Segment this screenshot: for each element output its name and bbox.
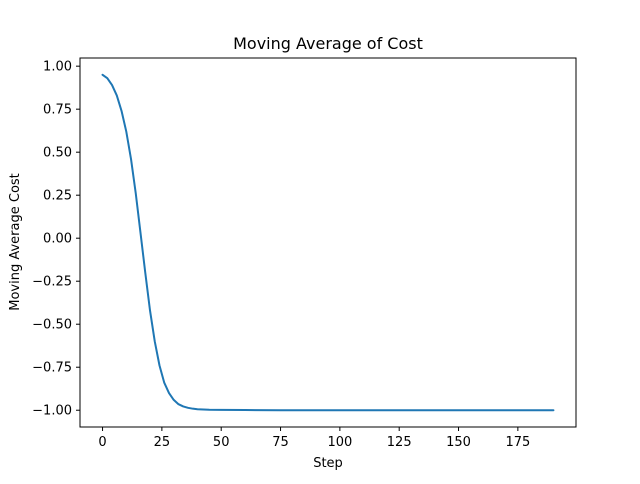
x-tick-label: 25 (154, 435, 171, 450)
x-tick-label: 75 (272, 435, 289, 450)
y-tick-label: −0.75 (32, 361, 72, 376)
x-tick-label: 0 (98, 435, 106, 450)
y-tick-label: 0.75 (43, 103, 72, 118)
series-line-0 (101, 73, 555, 412)
y-tick-label: 1.00 (43, 60, 72, 75)
x-tick-label: 50 (213, 435, 230, 450)
axes-frame (79, 57, 577, 428)
y-tick-label: 0.00 (43, 232, 72, 247)
y-tick-label: −0.50 (32, 318, 72, 333)
x-tick-label: 175 (505, 435, 530, 450)
y-tick-label: 0.50 (43, 146, 72, 161)
y-tick-label: −1.00 (32, 404, 72, 419)
y-axis-label: Moving Average Cost (8, 173, 23, 311)
y-tick-label: 0.25 (43, 189, 72, 204)
x-tick-label: 100 (327, 435, 352, 450)
x-axis-label: Step (313, 456, 343, 471)
chart-title: Moving Average of Cost (233, 34, 423, 53)
x-tick-label: 125 (387, 435, 412, 450)
plot-area: 0 25 50 75 100 125 150 175 1.00 0.75 0.50 0.25 0.00… (32, 57, 577, 450)
y-tick-label: −0.25 (32, 275, 72, 290)
series-group (101, 73, 555, 412)
y-axis-ticks: 1.00 0.75 0.50 0.25 0.00 −0.25 −0.50 −0.75 −1.00 (32, 60, 80, 419)
x-axis-ticks: 0 25 50 75 100 125 150 175 (98, 427, 530, 450)
x-tick-label: 150 (446, 435, 471, 450)
